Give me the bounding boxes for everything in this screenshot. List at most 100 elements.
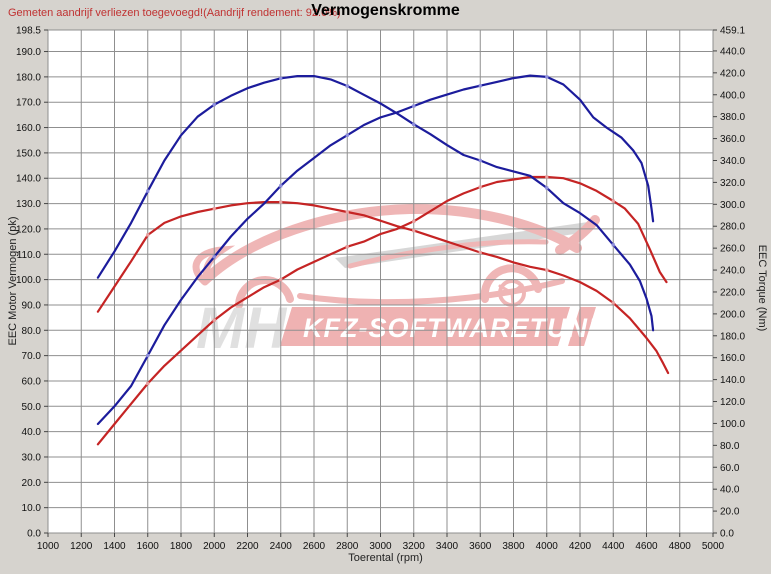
measure-point-marker: [611, 243, 615, 247]
y-right-tick-label: 180.0: [720, 331, 745, 342]
x-tick-label: 4600: [635, 541, 658, 552]
y-right-tick-label: 420.0: [720, 68, 745, 79]
y-right-tick-label: 380.0: [720, 112, 745, 123]
measure-point-marker: [279, 277, 283, 282]
vermogen-blue-curve: [96, 74, 655, 426]
measure-point-marker: [146, 354, 150, 358]
y-right-tick-label: 280.0: [720, 222, 745, 233]
measure-point-marker: [146, 189, 150, 193]
measure-point-marker: [345, 133, 349, 137]
torque-red-curve: [96, 200, 670, 375]
watermark-banner-tail: [568, 307, 596, 346]
watermark-banner: [280, 307, 570, 346]
measure-point-marker: [345, 84, 349, 88]
y-right-tick-label: 0.0: [720, 529, 734, 540]
y-left-tick-label: 0.0: [27, 529, 41, 540]
y-left-tick-label: 140.0: [16, 174, 41, 185]
measure-point-marker: [478, 185, 482, 189]
watermark-initials: MH: [196, 296, 287, 361]
y-right-tick-label: 100.0: [720, 419, 745, 430]
y-left-tick-label: 120.0: [16, 224, 41, 235]
measure-point-marker: [412, 219, 416, 223]
x-tick-label: 1000: [37, 541, 60, 552]
y-right-tick-label: 160.0: [720, 353, 745, 364]
y-left-tick-label: 160.0: [16, 123, 41, 134]
measure-point-marker: [146, 381, 150, 386]
page-title: Vermogenskromme: [311, 2, 460, 19]
y-right-tick-label: 20.0: [720, 507, 740, 518]
x-axis-label: Toerental (rpm): [348, 552, 423, 564]
x-tick-label: 4800: [669, 541, 692, 552]
measure-point-marker: [545, 186, 549, 190]
measure-point-marker: [412, 104, 416, 108]
y-right-tick-label: 240.0: [720, 266, 745, 277]
y-right-tick-label: 140.0: [720, 375, 745, 386]
x-tick-label: 1400: [103, 541, 126, 552]
y-right-tick-label: 459.1: [720, 26, 745, 37]
y-right-tick-label: 320.0: [720, 178, 745, 189]
y-right-tick-label: 300.0: [720, 200, 745, 211]
y-axis-label-right: EEC Torque (Nm): [756, 244, 768, 332]
x-tick-label: 3200: [403, 541, 426, 552]
y-left-tick-label: 180.0: [16, 72, 41, 83]
x-tick-label: 1600: [137, 541, 160, 552]
y-right-tick-label: 440.0: [720, 46, 745, 57]
x-tick-label: 4200: [569, 541, 592, 552]
x-tick-label: 3800: [502, 541, 525, 552]
curves: [96, 74, 670, 446]
measure-point-marker: [345, 245, 349, 249]
measure-point-marker: [279, 76, 283, 80]
measure-point-marker: [611, 301, 615, 305]
x-tick-label: 3000: [369, 541, 392, 552]
measure-point-marker: [478, 250, 482, 255]
y-left-tick-label: 100.0: [16, 275, 41, 286]
x-tick-label: 5000: [702, 541, 725, 552]
y-left-tick-label: 70.0: [22, 351, 42, 362]
y-left-tick-label: 170.0: [16, 98, 41, 109]
measure-point-marker: [146, 233, 150, 237]
y-left-tick-label: 60.0: [22, 376, 42, 387]
y-right-tick-label: 80.0: [720, 441, 740, 452]
y-left-tick-label: 150.0: [16, 148, 41, 159]
y-left-tick-label: 50.0: [22, 402, 42, 413]
y-right-tick-label: 200.0: [720, 309, 745, 320]
measure-point-marker: [545, 268, 549, 272]
measure-point-marker: [412, 122, 416, 126]
x-tick-label: 2600: [303, 541, 326, 552]
y-right-tick-label: 40.0: [720, 485, 740, 496]
measure-point-marker: [212, 318, 216, 322]
y-right-tick-label: 340.0: [720, 156, 745, 167]
measure-point-marker: [279, 184, 283, 188]
drivetrain-loss-note: Gemeten aandrijf verliezen toegevoegd!(A…: [8, 7, 341, 19]
measure-point-marker: [212, 207, 216, 211]
x-tick-label: 2200: [236, 541, 259, 552]
measure-point-marker: [279, 200, 283, 204]
measure-point-marker: [345, 210, 349, 214]
y-right-tick-label: 400.0: [720, 90, 745, 101]
measure-point-marker: [478, 84, 482, 88]
watermark-brand: KFZ-SOFTWARETUNING: [303, 313, 639, 343]
y-left-tick-label: 130.0: [16, 199, 41, 210]
y-left-tick-label: 40.0: [22, 427, 42, 438]
measure-point-marker: [545, 175, 549, 179]
y-axis-label-left: EEC Motor Vermogen (pk): [7, 216, 19, 346]
y-left-tick-label: 30.0: [22, 452, 42, 463]
x-tick-label: 1800: [170, 541, 193, 552]
x-tick-label: 4400: [602, 541, 625, 552]
y-left-tick-label: 190.0: [16, 47, 41, 58]
y-right-tick-label: 360.0: [720, 134, 745, 145]
axis-ticks-and-labels: 1000 1200 1400 1600 1800 2000 2200 2400 2600 2800…: [16, 26, 745, 553]
x-tick-label: 2400: [270, 541, 293, 552]
x-tick-label: 1200: [70, 541, 93, 552]
y-left-tick-label: 10.0: [22, 503, 42, 514]
y-left-tick-label: 198.5: [16, 26, 41, 37]
x-tick-label: 2800: [336, 541, 359, 552]
y-right-tick-label: 220.0: [720, 287, 745, 298]
measure-point-marker: [412, 229, 416, 233]
measure-point-marker: [545, 75, 549, 79]
y-left-tick-label: 110.0: [17, 250, 42, 261]
measure-point-marker: [212, 255, 216, 259]
y-left-tick-label: 20.0: [22, 478, 42, 489]
x-tick-label: 4000: [536, 541, 559, 552]
